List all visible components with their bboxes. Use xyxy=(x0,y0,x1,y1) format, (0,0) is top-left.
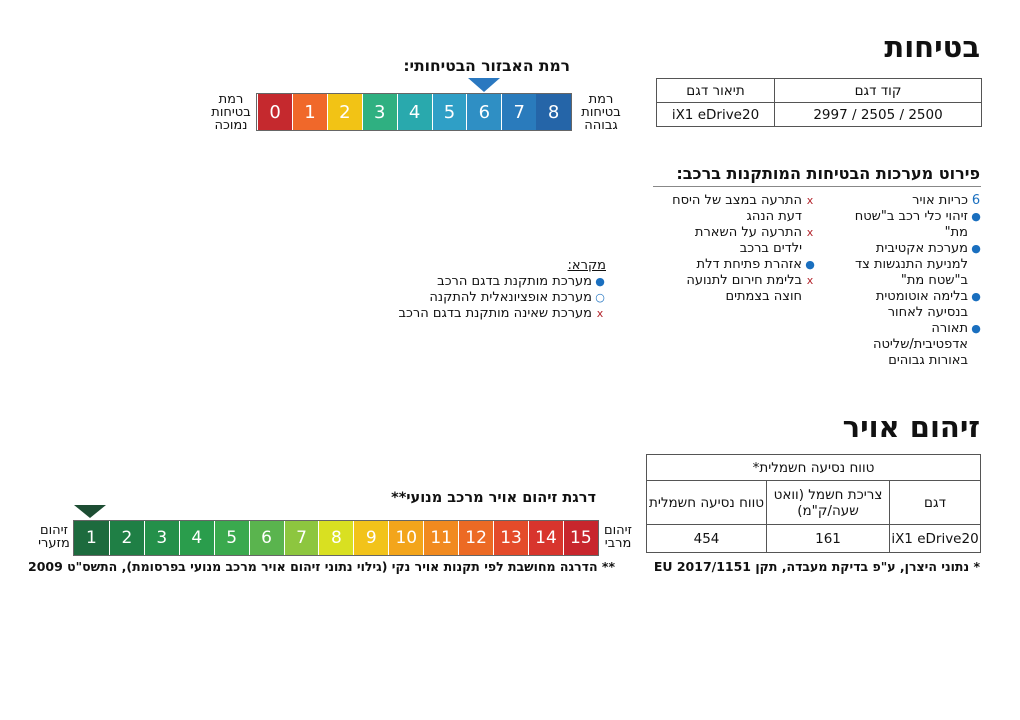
pollution-level-7: 7 xyxy=(283,521,319,555)
list-item-label: כריות אויר xyxy=(912,193,968,208)
list-item-label: בלימת חירום לתנועה חוצה בצמתים xyxy=(686,273,802,304)
pollution-level-4: 4 xyxy=(178,521,214,555)
pollution-level-15: 15 xyxy=(562,521,598,555)
safety-model-table: קוד דגם תיאור דגם 2500 / 2505 / 2997 iX1… xyxy=(656,78,982,127)
note-manufacturer-data: * נתוני היצרן, ע"פ בדיקת מעבדה, תקן EU 2… xyxy=(653,559,980,574)
list-item-label: בלימה אוטומטית בנסיעה לאחור xyxy=(875,289,968,320)
systems-column-1: 6 כריות אויר ● זיהוי כלי רכב ב"שטח מת" ● מערכ… xyxy=(834,193,982,369)
not-installed-icon: x xyxy=(806,274,814,287)
list-item: x בלימת חירום לתנועה חוצה בצמתים xyxy=(668,273,816,305)
list-item: ○ מערכת אופציונאלית להתקנה xyxy=(396,290,606,306)
pollution-level-14: 14 xyxy=(527,521,563,555)
list-item-label: התרעה במצב של היסח דעת הנהג xyxy=(672,193,802,224)
pollution-title: זיהום אויר xyxy=(842,410,980,444)
list-item: ● מערכת אקטיבית למניעת התנגשות צד ב"שטח מ… xyxy=(834,241,982,289)
header-model: דגם xyxy=(889,480,981,525)
header-model-desc: תיאור דגם xyxy=(656,78,775,103)
pollution-level-11: 11 xyxy=(423,521,459,555)
safety-level-4: 4 xyxy=(396,94,432,130)
pollution-level-6: 6 xyxy=(248,521,284,555)
installed-icon: ○ xyxy=(595,291,605,304)
header-range: טווח נסיעה חשמלית xyxy=(646,480,767,525)
list-item: ● בלימה אוטומטית בנסיעה לאחור xyxy=(834,289,982,321)
pollution-scale-title: דרגת זיהום אויר מרכב מנועי** xyxy=(391,490,596,506)
list-item: x התרעה במצב של היסח דעת הנהג xyxy=(668,193,816,225)
note-pollution-grade: ** הדרגה מחושבת לפי תקנות אויר נקי (גילו… xyxy=(28,559,615,574)
installed-icon: ● xyxy=(595,275,605,288)
list-item: ● מערכת מותקנת בדגם הרכב xyxy=(396,274,606,290)
list-item-label: תאורה אדפטיבית/שליטה באורות גבוהים xyxy=(872,321,968,368)
installed-icon: ● xyxy=(971,210,981,223)
installed-icon: ● xyxy=(971,242,981,255)
safety-level-2: 2 xyxy=(326,94,362,130)
cell-model-desc: iX1 eDrive20 xyxy=(656,102,775,127)
installed-icon: ● xyxy=(971,322,981,335)
safety-low-label: רמת בטיחות נמוכה xyxy=(211,92,251,133)
pollution-level-2: 2 xyxy=(108,521,144,555)
cell-model-code: 2500 / 2505 / 2997 xyxy=(774,102,982,127)
pollution-level-13: 13 xyxy=(493,521,528,555)
systems-column-2: x התרעה במצב של היסח דעת הנהג x התרעה על הש… xyxy=(668,193,816,305)
list-item-label: מערכת אקטיבית למניעת התנגשות צד ב"שטח מת… xyxy=(855,241,968,288)
list-item-label: מערכת שאינה מותקנת בדגם הרכב xyxy=(398,306,592,321)
not-installed-icon: x xyxy=(806,194,814,207)
safety-level-7: 7 xyxy=(501,94,537,130)
safety-level-0: 0 xyxy=(257,94,292,130)
systems-divider xyxy=(653,186,981,187)
legend: מקרא: ● מערכת מותקנת בדגם הרכב ○ מערכת אופצ… xyxy=(396,258,606,322)
list-item: ● תאורה אדפטיבית/שליטה באורות גבוהים xyxy=(834,321,982,369)
pollution-level-1: 1 xyxy=(74,521,109,555)
pollution-selected-marker xyxy=(74,505,106,518)
cell-consumption: 161 xyxy=(766,524,890,553)
list-item-label: מערכת אופציונאלית להתקנה xyxy=(429,290,592,305)
installed-icon: ● xyxy=(805,258,815,271)
range-span-header: טווח נסיעה חשמלית* xyxy=(646,454,981,481)
pollution-level-8: 8 xyxy=(318,521,354,555)
safety-level-1: 1 xyxy=(292,94,327,130)
pollution-low-label: זיהום מזערי xyxy=(38,523,70,551)
safety-level-6: 6 xyxy=(466,94,502,130)
installed-icon: ● xyxy=(971,290,981,303)
safety-level-8: 8 xyxy=(536,94,571,130)
pollution-level-5: 5 xyxy=(213,521,249,555)
list-item: 6 כריות אויר xyxy=(834,193,982,209)
not-installed-icon: x xyxy=(596,307,604,320)
list-item-label: זיהוי כלי רכב ב"שטח מת" xyxy=(854,209,968,240)
pollution-level-scale: 1 2 3 4 5 6 7 8 9 10 11 12 13 14 15 xyxy=(73,520,599,556)
safety-selected-marker xyxy=(468,78,500,92)
list-item-label: התרעה על השארת ילדים ברכב xyxy=(694,225,802,256)
pollution-level-10: 10 xyxy=(388,521,424,555)
cell-model: iX1 eDrive20 xyxy=(889,524,981,553)
legend-title: מקרא: xyxy=(567,258,606,273)
cell-range: 454 xyxy=(646,524,767,553)
safety-level-5: 5 xyxy=(431,94,467,130)
list-item-label: מערכת מותקנת בדגם הרכב xyxy=(437,274,592,289)
not-installed-icon: x xyxy=(806,226,814,239)
safety-level-3: 3 xyxy=(361,94,397,130)
pollution-level-12: 12 xyxy=(458,521,494,555)
safety-high-label: רמת בטיחות גבוהה xyxy=(581,92,621,133)
pollution-level-9: 9 xyxy=(353,521,389,555)
count-badge: 6 xyxy=(971,193,981,208)
pollution-level-3: 3 xyxy=(143,521,179,555)
list-item: ● אזהרת פתיחת דלת xyxy=(668,257,816,273)
systems-title: פירוט מערכות הבטיחות המותקנות ברכב: xyxy=(676,164,980,183)
pollution-high-label: זיהום מרבי xyxy=(603,523,633,551)
list-item: x מערכת שאינה מותקנת בדגם הרכב xyxy=(396,306,606,322)
header-consumption: צריכת חשמל (וואט שעה/ק"מ) xyxy=(766,480,890,525)
list-item: x התרעה על השארת ילדים ברכב xyxy=(668,225,816,257)
range-table: טווח נסיעה חשמלית* דגם צריכת חשמל (וואט … xyxy=(646,454,981,553)
list-item: ● זיהוי כלי רכב ב"שטח מת" xyxy=(834,209,982,241)
header-model-code: קוד דגם xyxy=(774,78,982,103)
safety-level-title: רמת האבזור הבטיחותי: xyxy=(403,57,570,75)
legend-items: ● מערכת מותקנת בדגם הרכב ○ מערכת אופציונאלי… xyxy=(396,274,606,322)
safety-title: בטיחות xyxy=(884,30,980,64)
list-item-label: אזהרת פתיחת דלת xyxy=(696,257,802,272)
